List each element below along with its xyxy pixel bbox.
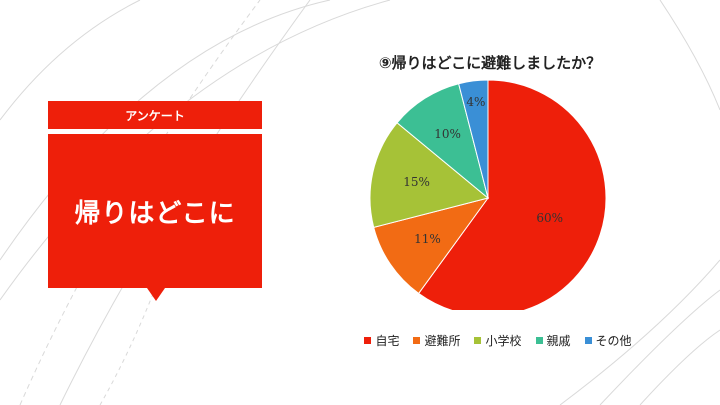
pie-data-label: 11% <box>414 232 441 246</box>
slide-title-box: 帰りはどこに <box>48 134 262 288</box>
pie-slice <box>458 80 489 199</box>
legend-item: 小学校 <box>474 332 522 349</box>
legend-swatch <box>474 337 482 344</box>
legend-label: その他 <box>595 334 632 348</box>
legend-swatch <box>584 337 592 344</box>
legend-swatch <box>364 337 372 344</box>
pie-slice <box>373 197 490 295</box>
legend-swatch <box>413 337 421 344</box>
legend-swatch <box>535 337 543 344</box>
pie-data-label: 15% <box>403 175 430 189</box>
pie-data-label: 4% <box>466 95 485 109</box>
pie-data-label: 10% <box>434 127 461 141</box>
slide-title: 帰りはどこに <box>74 198 236 229</box>
legend-label: 小学校 <box>485 334 522 348</box>
title-box-pointer <box>147 288 165 301</box>
survey-tag-label: アンケート <box>125 108 185 123</box>
chart-title: ⑨帰りはどこに避難しましたか？ <box>378 54 602 72</box>
pie-slice <box>417 80 607 310</box>
legend-label: 避難所 <box>424 334 461 348</box>
survey-tag: アンケート <box>48 101 262 129</box>
legend-label: 親戚 <box>546 334 571 348</box>
legend-item: 親戚 <box>535 332 571 349</box>
chart-legend: 自宅 避難所 小学校 親戚 その他 <box>338 332 658 349</box>
pie-slice <box>369 122 490 228</box>
legend-label: 自宅 <box>375 334 400 348</box>
pie-chart: 60% 11% 15% 10% 4% <box>369 80 607 310</box>
pie-slice <box>396 83 489 200</box>
legend-item: 避難所 <box>413 332 460 349</box>
legend-item: その他 <box>584 332 632 349</box>
pie-data-label: 60% <box>536 211 563 225</box>
legend-item: 自宅 <box>364 332 399 349</box>
